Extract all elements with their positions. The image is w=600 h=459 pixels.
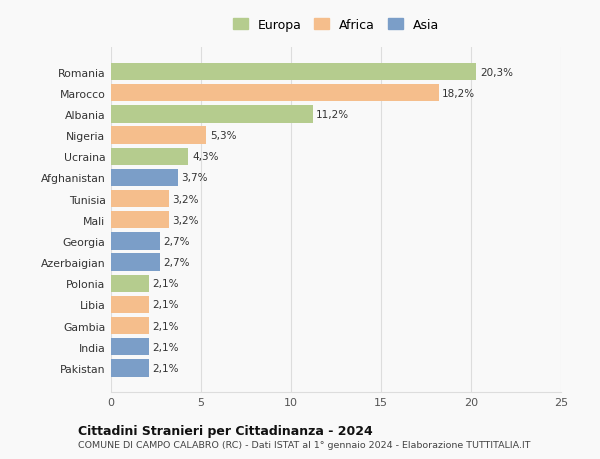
Bar	[111, 190, 169, 208]
Bar	[111, 64, 476, 81]
Legend: Europa, Africa, Asia: Europa, Africa, Asia	[230, 17, 442, 34]
Text: 11,2%: 11,2%	[316, 110, 349, 120]
Bar	[111, 233, 160, 250]
Text: 2,1%: 2,1%	[152, 279, 179, 289]
Text: 2,1%: 2,1%	[152, 342, 179, 352]
Text: 5,3%: 5,3%	[210, 131, 236, 141]
Bar	[111, 212, 169, 229]
Bar	[111, 317, 149, 335]
Text: 18,2%: 18,2%	[442, 89, 475, 99]
Bar	[111, 127, 206, 145]
Text: 20,3%: 20,3%	[480, 67, 513, 78]
Text: 3,7%: 3,7%	[181, 173, 208, 183]
Text: 2,1%: 2,1%	[152, 363, 179, 373]
Text: 2,1%: 2,1%	[152, 300, 179, 310]
Bar	[111, 169, 178, 187]
Text: 2,7%: 2,7%	[163, 236, 190, 246]
Text: COMUNE DI CAMPO CALABRO (RC) - Dati ISTAT al 1° gennaio 2024 - Elaborazione TUTT: COMUNE DI CAMPO CALABRO (RC) - Dati ISTA…	[78, 440, 530, 449]
Text: 4,3%: 4,3%	[192, 152, 218, 162]
Bar	[111, 359, 149, 377]
Bar	[111, 338, 149, 356]
Text: 2,7%: 2,7%	[163, 257, 190, 268]
Bar	[111, 296, 149, 313]
Text: 2,1%: 2,1%	[152, 321, 179, 331]
Bar	[111, 254, 160, 271]
Bar	[111, 148, 188, 166]
Bar	[111, 275, 149, 292]
Text: 3,2%: 3,2%	[172, 194, 199, 204]
Text: 3,2%: 3,2%	[172, 215, 199, 225]
Text: Cittadini Stranieri per Cittadinanza - 2024: Cittadini Stranieri per Cittadinanza - 2…	[78, 425, 373, 437]
Bar	[111, 85, 439, 102]
Bar	[111, 106, 313, 123]
